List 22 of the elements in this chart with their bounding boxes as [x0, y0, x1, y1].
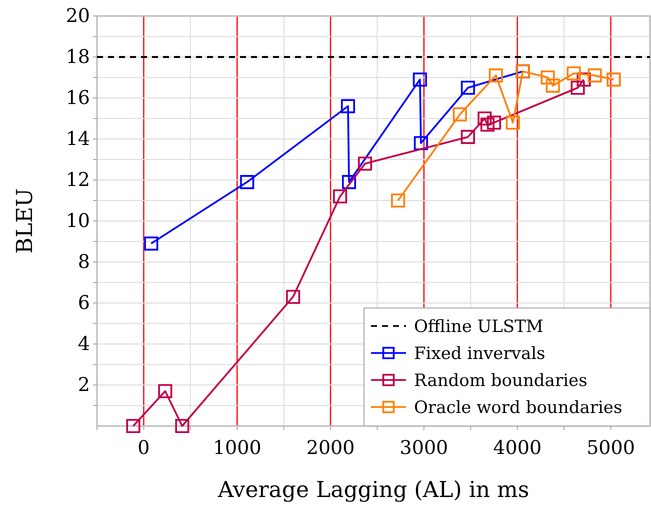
y-tick-label: 12	[66, 169, 90, 192]
x-tick-label: 0	[138, 436, 150, 459]
y-axis-title: BLEU	[13, 188, 38, 254]
x-tick-label: 3000	[400, 436, 448, 459]
x-tick-label: 5000	[586, 436, 635, 459]
y-tick-label: 6	[78, 292, 90, 314]
x-tick-label: 1000	[212, 436, 262, 459]
legend-label: Oracle word boundaries	[414, 398, 622, 418]
y-tick-label: 14	[66, 128, 90, 150]
x-tick-label: 2000	[306, 436, 355, 459]
y-tick-label: 10	[66, 210, 90, 232]
x-tick-label: 4000	[493, 436, 542, 459]
y-tick-label: 8	[78, 251, 90, 274]
y-tick-label: 20	[66, 5, 90, 28]
y-tick-label: 2	[78, 374, 90, 396]
y-tick-label: 18	[66, 46, 90, 68]
legend-label: Offline ULSTM	[414, 317, 544, 337]
y-tick-label: 16	[66, 87, 90, 110]
x-axis-title: Average Lagging (AL) in ms	[216, 478, 530, 503]
legend-label: Fixed invervals	[414, 344, 546, 364]
legend-label: Random boundaries	[414, 371, 588, 391]
y-tick-label: 4	[78, 333, 90, 356]
